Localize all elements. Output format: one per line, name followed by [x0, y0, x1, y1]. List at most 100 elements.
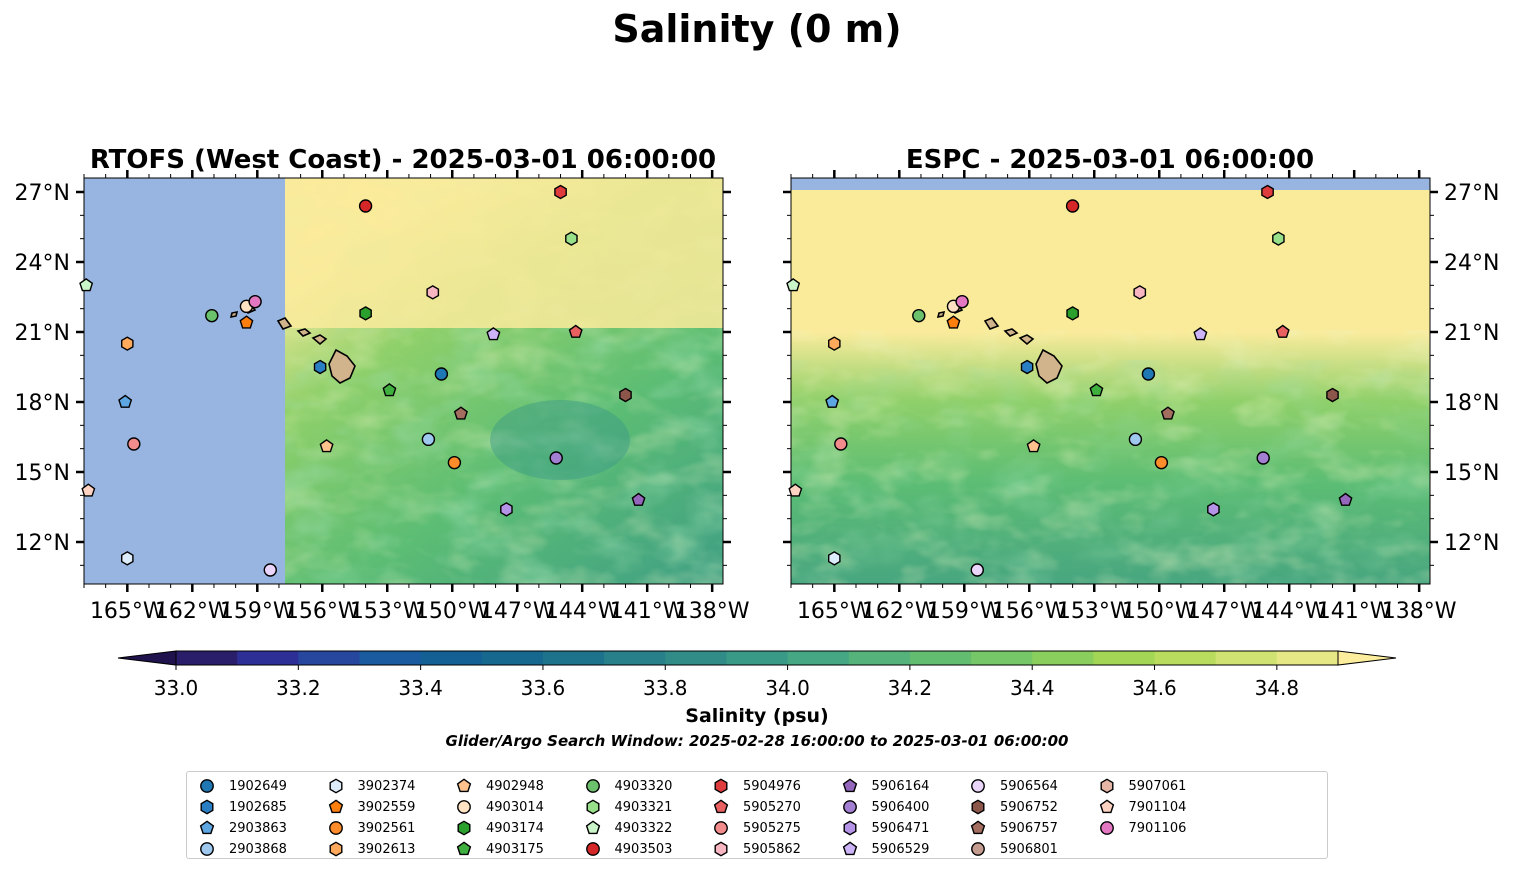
figure-title: Salinity (0 m): [612, 7, 901, 51]
legend-label: 4902948: [486, 778, 544, 794]
legend-label: 5905275: [743, 820, 801, 836]
float-marker-5906400: [1256, 451, 1270, 465]
legend-marker-icon: [714, 841, 728, 857]
legend-marker-icon: [1099, 821, 1114, 835]
legend-label: 4903322: [614, 820, 673, 836]
y-tick-label: 24°N: [15, 251, 70, 276]
float-marker-2903868: [421, 432, 436, 447]
legend-item: 4903321: [583, 797, 672, 817]
legend-marker-icon: [585, 820, 600, 835]
legend-marker: [585, 842, 600, 856]
colorbar-tick-label: 33.8: [643, 676, 688, 700]
x-tick-label: 165°W: [797, 599, 872, 624]
float-marker-1902685: [1020, 359, 1034, 375]
legend-marker-icon: [328, 799, 343, 814]
colorbar-tick-label: 34.0: [765, 676, 810, 700]
float-marker-4903174: [1066, 306, 1079, 321]
legend-marker-icon: [200, 799, 214, 815]
legend-label: 5907061: [1128, 778, 1187, 794]
colorbar-tick-label: 34.4: [1010, 676, 1055, 700]
float-marker-1902649: [1141, 367, 1156, 381]
panel-title-rtofs: RTOFS (West Coast) - 2025-03-01 06:00:00: [90, 145, 716, 175]
colorbar-segment: [1276, 651, 1339, 665]
legend-label: 4903175: [486, 841, 544, 857]
float-marker-5906529: [1193, 327, 1208, 341]
float-marker-5906471: [500, 502, 513, 517]
colorbar-segment: [176, 651, 238, 665]
legend-marker-icon: [842, 841, 857, 856]
legend-marker-icon: [200, 842, 214, 856]
y-tick-label: 15°N: [1444, 461, 1499, 486]
legend-label: 3902374: [357, 778, 416, 794]
map-field-espc: [791, 178, 1430, 584]
float-marker-5906471: [1207, 502, 1220, 517]
float-marker-3902374: [120, 551, 134, 566]
float-marker-5906564: [263, 563, 277, 577]
float-marker-2903863: [118, 394, 133, 408]
legend-marker: [200, 779, 214, 793]
legend-item: 5906529: [840, 839, 929, 859]
legend-marker-icon: [585, 779, 600, 793]
colorbar-segment: [481, 651, 544, 665]
float-marker-4903503: [1065, 199, 1080, 213]
legend-item: 4903503: [583, 839, 672, 859]
legend-label: 2903868: [229, 841, 287, 857]
float-marker-2903868: [1128, 432, 1143, 447]
x-tick-label: 162°W: [862, 599, 937, 624]
colorbar-segment: [1215, 651, 1278, 665]
legend-marker: [971, 779, 985, 793]
legend-label: 4903320: [614, 778, 673, 794]
legend-marker-icon: [328, 841, 343, 857]
x-tick-label: 138°W: [675, 599, 750, 624]
legend-marker-icon: [971, 779, 985, 793]
float-marker-5905275: [834, 437, 848, 451]
legend-marker-icon: [713, 799, 729, 814]
x-tick-label: 153°W: [1057, 599, 1132, 624]
axes-frame-espc: [790, 177, 1431, 585]
colorbar-extend-low: [117, 650, 177, 666]
panel-rtofs: RTOFS (West Coast) - 2025-03-01 06:00:00: [15, 145, 750, 624]
float-marker-7901104: [81, 483, 96, 497]
colorbar-segment: [604, 651, 666, 665]
float-marker-5906757: [453, 406, 468, 420]
y-tick-label: 27°N: [1444, 181, 1499, 206]
legend-label: 5905862: [743, 841, 801, 857]
colorbar-label: Salinity (psu): [685, 705, 828, 727]
float-marker-5904976: [554, 184, 567, 200]
colorbar-segment: [1032, 651, 1094, 665]
float-marker-5906757: [1160, 406, 1175, 420]
colorbar-segment: [909, 651, 972, 665]
float-marker-4903320: [205, 308, 219, 323]
legend-marker: [714, 841, 728, 857]
legend-item: 1902685: [197, 797, 287, 817]
legend-item: 4903014: [454, 797, 544, 817]
legend-marker: [328, 821, 343, 835]
legend-label: 5906400: [871, 799, 930, 815]
x-tick-label: 144°W: [545, 599, 620, 624]
legend-marker: [714, 821, 728, 835]
legend-marker-icon: [199, 820, 215, 835]
legend-label: 3902561: [357, 820, 416, 836]
colorbar-segment: [665, 651, 728, 665]
legend-marker: [842, 841, 857, 856]
float-marker-4903321: [565, 231, 578, 246]
colorbar-segment: [971, 651, 1033, 665]
legend-item: 3902374: [326, 776, 416, 796]
legend-item: 7901106: [1097, 818, 1186, 838]
legend-label: 7901104: [1128, 799, 1187, 815]
y-tick-label: 18°N: [15, 391, 70, 416]
legend-item: 4903322: [583, 818, 673, 838]
float-marker-4903322: [786, 278, 801, 292]
legend-marker-icon: [200, 779, 214, 793]
float-marker-5904976: [1261, 184, 1274, 200]
legend-item: 2903863: [197, 818, 287, 838]
colorbar-frame: [175, 650, 1339, 666]
legend-marker-icon: [456, 778, 472, 793]
legend-label: 5906471: [871, 820, 930, 836]
x-tick-label: 156°W: [285, 599, 360, 624]
legend-item: 5905862: [711, 839, 801, 859]
float-marker-4903322: [79, 278, 94, 292]
legend-label: 1902649: [229, 778, 287, 794]
float-marker-5905275: [127, 437, 141, 451]
legend-marker: [456, 841, 472, 856]
